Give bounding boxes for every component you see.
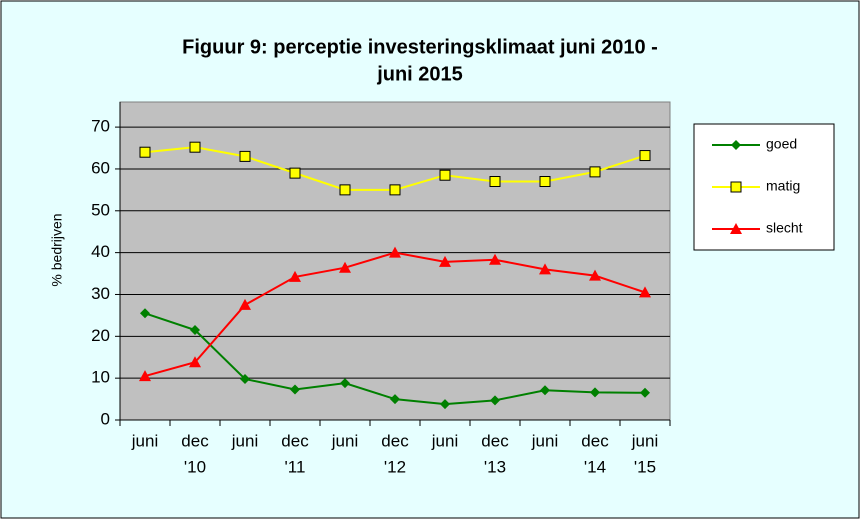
marker [139,370,151,382]
x-tick-label: '10 [184,457,206,476]
marker [190,325,200,336]
marker [189,141,201,153]
x-tick-label: dec [581,431,609,450]
y-tick-label: 50 [91,200,110,219]
y-tick-label: 30 [91,284,110,303]
x-tick-label: '13 [484,457,506,476]
x-tick-label: dec [381,431,409,450]
legend-marker [731,140,741,150]
marker [289,167,301,179]
marker [640,387,650,398]
x-tick-label: dec [481,431,509,450]
legend-marker [730,181,742,193]
chart-title: juni 2015 [376,63,463,85]
marker [140,308,150,319]
marker [389,246,401,258]
y-tick-label: 20 [91,326,110,345]
y-tick-label: 0 [101,409,110,428]
marker [139,146,151,158]
marker [589,269,601,281]
x-tick-label: '12 [384,457,406,476]
marker [539,176,551,187]
x-tick-label: '14 [584,457,606,476]
marker [490,395,500,406]
x-tick-label: juni [131,431,158,450]
legend-label: matig [766,178,800,194]
marker [489,176,501,187]
marker [639,286,651,298]
x-tick-label: juni [431,431,458,450]
marker [439,255,451,267]
legend-label: slecht [766,220,803,236]
marker [390,394,400,405]
x-tick-label: '11 [285,457,306,476]
marker [289,270,301,282]
plot-area [119,101,671,421]
marker [189,356,201,368]
y-axis-label: % bedrijven [49,213,65,286]
marker [389,184,401,196]
x-tick-label: dec [281,431,309,450]
x-tick-label: '15 [634,457,656,476]
marker [339,261,351,273]
x-tick-label: dec [181,431,209,450]
x-tick-label: juni [331,431,358,450]
marker [489,253,501,265]
legend-label: goed [766,136,797,152]
marker [340,378,350,389]
marker [589,166,601,178]
chart-title: Figuur 9: perceptie investeringsklimaat … [182,36,658,58]
legend-marker [730,223,742,234]
marker [439,169,451,181]
marker [539,263,551,275]
marker [540,385,550,396]
marker [239,298,251,310]
marker [590,387,600,398]
y-tick-label: 70 [91,117,110,136]
x-tick-label: juni [531,431,558,450]
y-tick-label: 40 [91,242,110,261]
marker [639,150,651,162]
marker [339,184,351,196]
marker [440,399,450,410]
x-tick-label: juni [231,431,258,450]
marker [239,150,251,162]
x-tick-label: juni [631,431,658,450]
marker [240,373,250,384]
y-tick-label: 60 [91,158,110,177]
y-tick-label: 10 [91,368,110,387]
marker [290,384,300,395]
